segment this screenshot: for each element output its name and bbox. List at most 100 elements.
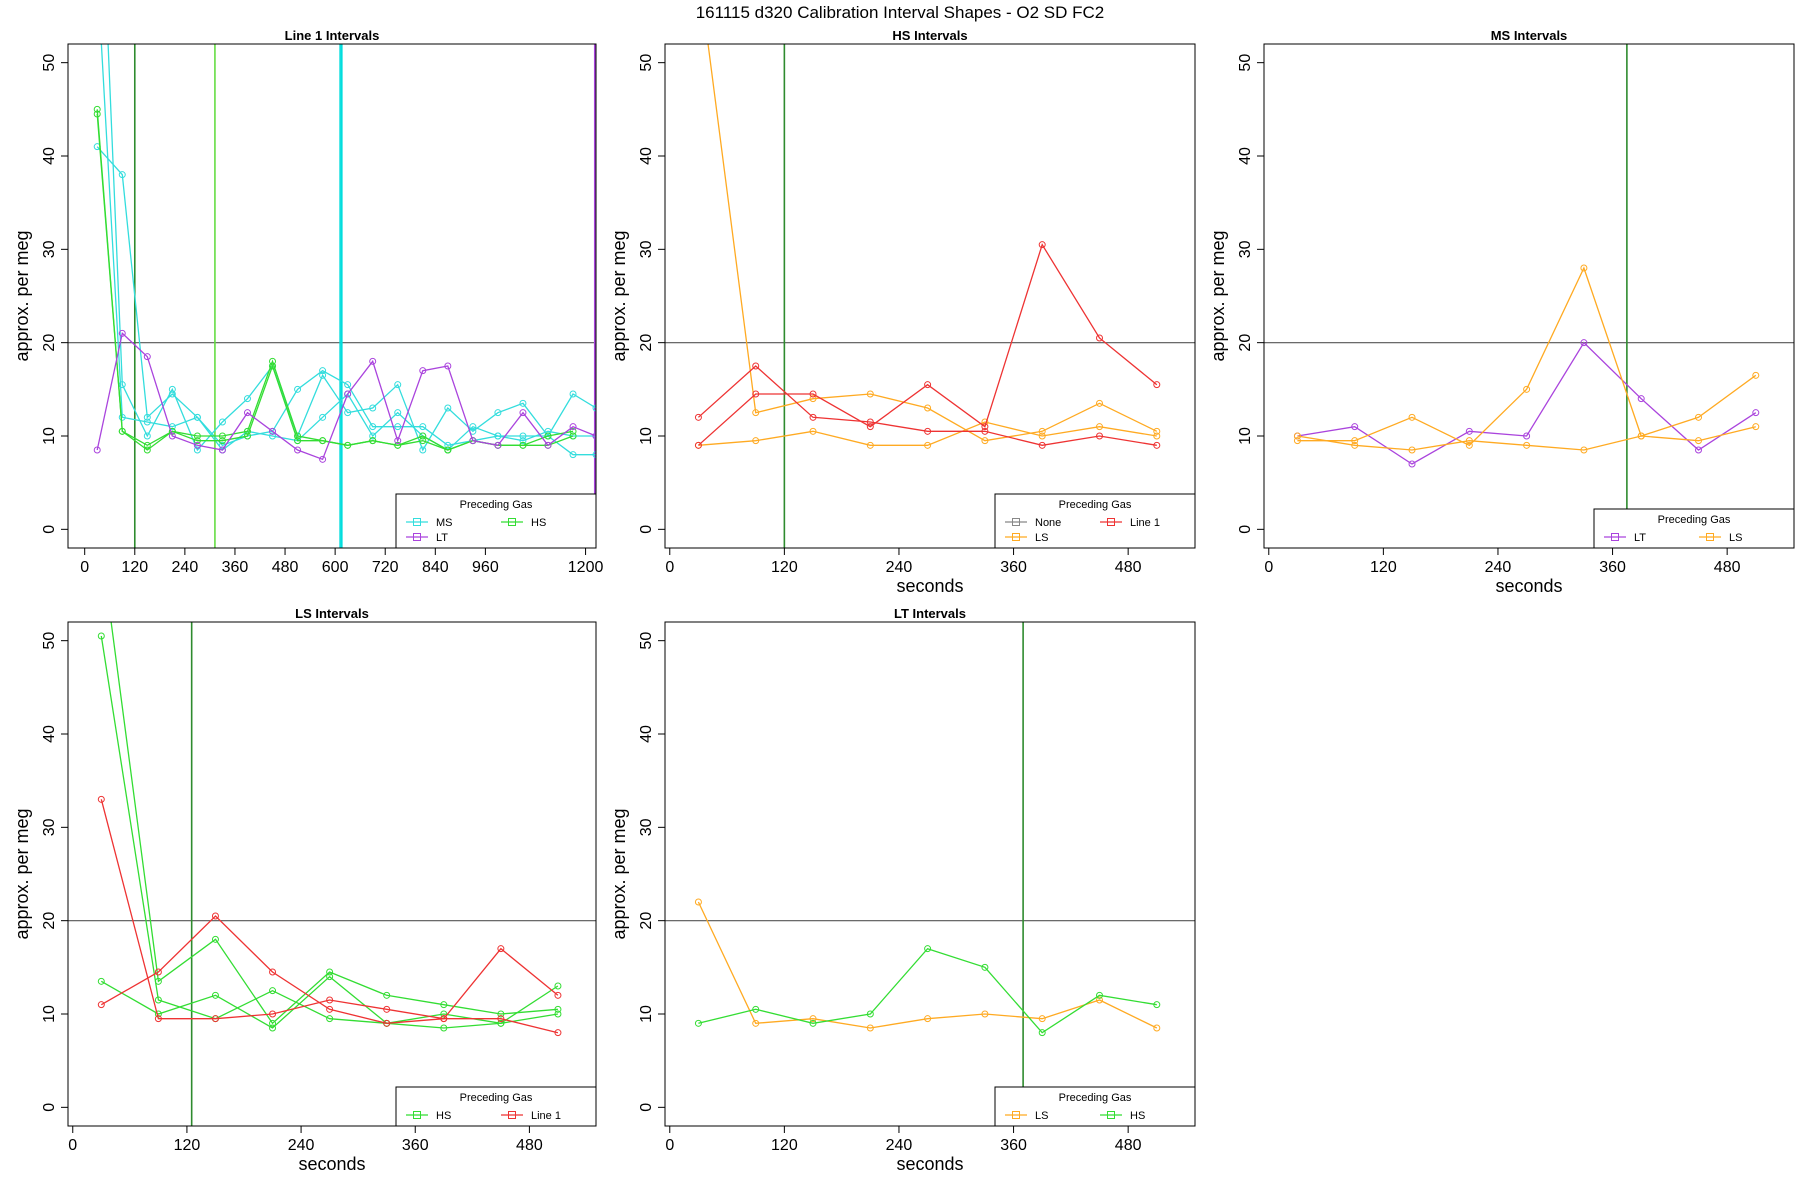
data-point xyxy=(294,385,302,393)
x-tick-label: 360 xyxy=(1000,1137,1027,1154)
data-point xyxy=(243,432,251,440)
x-tick-label: 0 xyxy=(665,1137,674,1154)
data-point xyxy=(369,432,377,440)
data-point xyxy=(1523,385,1531,393)
legend-label: None xyxy=(1035,517,1061,529)
data-point xyxy=(419,437,427,445)
data-point xyxy=(419,367,427,375)
data-point xyxy=(143,418,151,426)
series-line xyxy=(697,901,1158,1029)
legend-label: HS xyxy=(531,517,546,529)
data-point xyxy=(1153,1024,1161,1032)
legend-title: Preceding Gas xyxy=(1059,1092,1132,1104)
y-axis: 0 10 20 30 40 50 approx. per meg xyxy=(1208,54,1264,534)
legend-swatch-marker xyxy=(1012,1111,1020,1119)
y-tick-label: 20 xyxy=(638,912,655,930)
x-tick-label: 480 xyxy=(1115,1137,1142,1154)
data-point xyxy=(369,437,377,445)
data-point xyxy=(444,404,452,412)
data-point xyxy=(93,446,101,454)
data-point xyxy=(866,1024,874,1032)
data-point xyxy=(497,1015,505,1023)
data-point xyxy=(554,1005,562,1013)
data-point xyxy=(383,991,391,999)
x-tick-label: 360 xyxy=(222,559,249,576)
x-axis-label: seconds xyxy=(896,576,963,596)
data-point xyxy=(1038,1015,1046,1023)
data-point xyxy=(924,381,932,389)
series-line xyxy=(100,975,559,1029)
data-point xyxy=(592,404,596,412)
data-point xyxy=(694,441,702,449)
data-point xyxy=(866,1010,874,1018)
legend-label: LT xyxy=(1634,532,1646,544)
y-tick-label: 30 xyxy=(41,240,58,258)
data-point xyxy=(469,423,477,431)
plot-frame xyxy=(67,621,597,1127)
panel-title: LT Intervals xyxy=(894,606,966,621)
data-point xyxy=(1408,446,1416,454)
legend-box xyxy=(1593,508,1795,549)
data-point xyxy=(319,413,327,421)
plot-frame xyxy=(67,43,597,549)
data-point xyxy=(269,968,277,976)
data-point xyxy=(211,991,219,999)
legend-swatch-marker xyxy=(1611,533,1619,541)
data-point xyxy=(752,390,760,398)
data-point xyxy=(1153,381,1161,389)
data-point xyxy=(118,171,126,179)
y-tick-label: 50 xyxy=(1237,54,1254,72)
data-point xyxy=(694,1019,702,1027)
x-tick-label: 480 xyxy=(272,559,299,576)
data-point xyxy=(326,968,334,976)
legend-label: LT xyxy=(436,532,448,544)
legend-title: Preceding Gas xyxy=(1059,499,1132,511)
legend-label: LS xyxy=(1035,532,1048,544)
data-point xyxy=(1752,423,1760,431)
data-point xyxy=(444,446,452,454)
plot-area xyxy=(665,44,1195,548)
plot-frame xyxy=(1263,43,1795,549)
data-point xyxy=(98,544,104,550)
data-point xyxy=(269,362,277,370)
data-point xyxy=(1038,432,1046,440)
x-tick-label: 240 xyxy=(886,1137,913,1154)
series-ls xyxy=(1293,264,1760,449)
series-hs xyxy=(694,945,1161,1037)
panel-2: MS Intervals 0 10 20 30 40 50 approx. per meg 0 1… xyxy=(1208,28,1795,596)
data-point xyxy=(218,446,226,454)
data-point xyxy=(218,432,226,440)
panel-4: LT Intervals 0 10 20 30 40 50 approx. per meg 0 1… xyxy=(609,606,1196,1174)
data-point xyxy=(269,427,277,435)
data-point xyxy=(497,1010,505,1018)
data-point xyxy=(269,1019,277,1027)
x-tick-label: 480 xyxy=(516,1137,543,1154)
y-tick-label: 40 xyxy=(638,147,655,165)
x-tick-label: 360 xyxy=(1599,559,1626,576)
y-axis: 0 10 20 30 40 50 approx. per meg xyxy=(609,54,665,534)
series-line-1 xyxy=(97,912,562,1027)
data-point xyxy=(1752,371,1760,379)
y-tick-label: 10 xyxy=(638,1005,655,1023)
data-point xyxy=(752,437,760,445)
data-point xyxy=(569,423,577,431)
data-point xyxy=(1096,423,1104,431)
data-point xyxy=(143,432,151,440)
series-ls xyxy=(694,898,1161,1032)
y-tick-label: 30 xyxy=(638,818,655,836)
legend-swatch-marker xyxy=(508,1111,516,1119)
series-line xyxy=(697,243,1158,446)
x-axis: 0 120 240 360 480 seconds xyxy=(665,1126,1142,1174)
data-point xyxy=(369,357,377,365)
y-tick-label: 20 xyxy=(41,334,58,352)
data-point xyxy=(1153,432,1161,440)
x-axis-label: seconds xyxy=(1495,576,1562,596)
y-tick-label: 0 xyxy=(41,525,58,534)
data-point xyxy=(1408,413,1416,421)
data-point xyxy=(326,973,334,981)
data-point xyxy=(809,427,817,435)
x-tick-label: 240 xyxy=(1485,559,1512,576)
data-point xyxy=(154,996,162,1004)
data-point xyxy=(592,451,596,459)
y-tick-label: 10 xyxy=(41,427,58,445)
